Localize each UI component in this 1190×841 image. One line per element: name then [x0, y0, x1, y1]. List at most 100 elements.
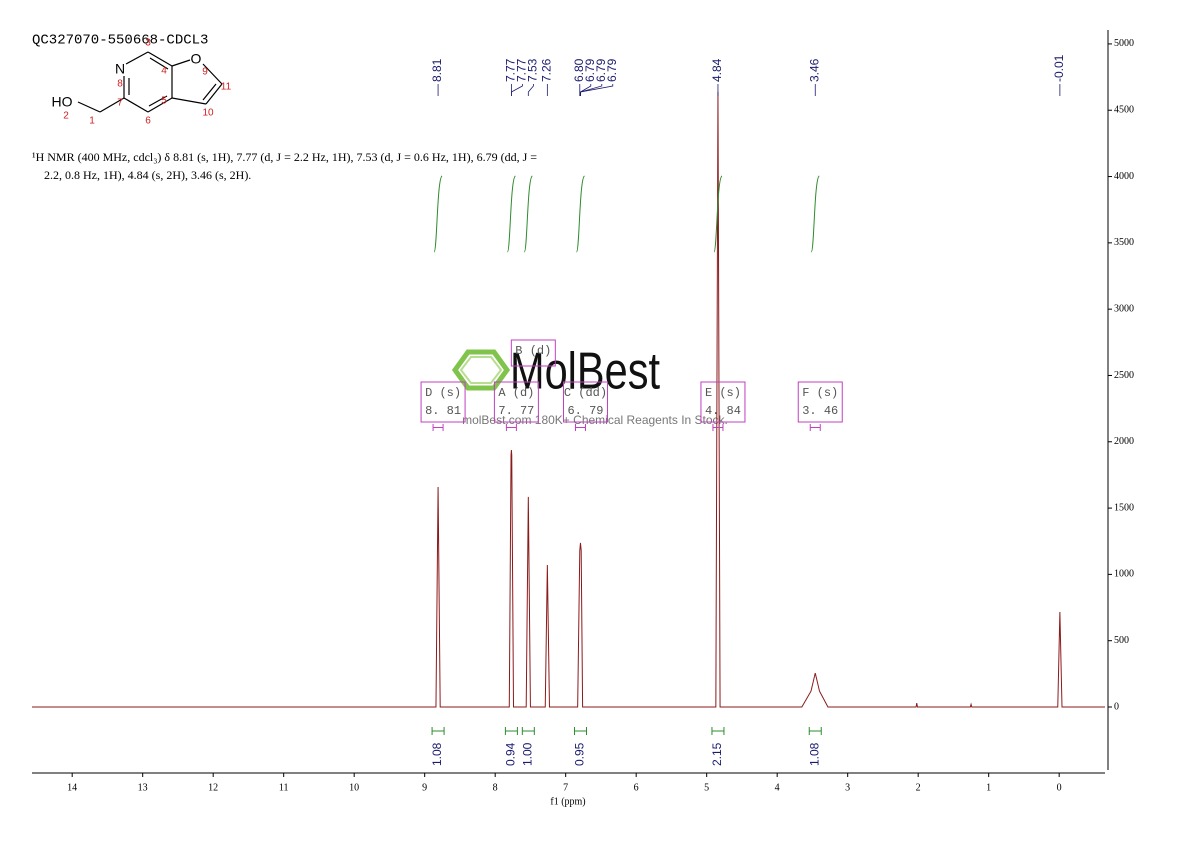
- peak-label: 3.46: [807, 58, 821, 82]
- peak-label: 4.84: [710, 58, 724, 82]
- peak-label: 7.26: [540, 58, 554, 82]
- x-tick-label: 5: [704, 782, 709, 793]
- atom-number: 11: [221, 82, 232, 93]
- bond: [125, 51, 149, 65]
- y-tick-label: 2500: [1114, 370, 1134, 381]
- multiplet-range: [505, 424, 517, 431]
- peak-connector: [580, 84, 614, 96]
- x-tick-label: 7: [563, 782, 568, 793]
- atom-number: 5: [161, 96, 167, 107]
- atom-number: 9: [202, 67, 208, 78]
- multiplet-label: C (dd): [564, 386, 607, 400]
- integral-curve: [810, 175, 820, 253]
- integral-label: 1.00: [520, 742, 534, 766]
- peak-label: 7.77: [515, 58, 529, 82]
- multiplet-range: [809, 424, 821, 431]
- multiplet-label: F (s): [802, 386, 838, 400]
- atom-number: 8: [117, 79, 123, 90]
- description: ¹H NMR (400 MHz, cdcl₃) δ 8.81 (s, 1H), …: [32, 150, 537, 164]
- multiplet-label: B (d): [515, 344, 551, 358]
- integral-bracket: [711, 727, 725, 735]
- integral-label: 2.15: [710, 742, 724, 766]
- bond: [202, 83, 217, 101]
- multiplet-shift: 3. 46: [802, 404, 838, 418]
- integral-label: 0.94: [504, 742, 518, 766]
- integral-bracket: [504, 727, 518, 735]
- chart-title: QC327070-550668-CDCL3: [32, 33, 208, 49]
- watermark-icon: [459, 356, 503, 384]
- atom-label: O: [191, 51, 202, 67]
- peak-label: 8.81: [430, 58, 444, 82]
- peak-connector: [510, 84, 523, 96]
- x-tick-label: 6: [634, 782, 639, 793]
- y-tick-label: 1000: [1114, 569, 1134, 580]
- multiplet-range: [432, 424, 444, 431]
- y-tick-label: 0: [1114, 701, 1119, 712]
- atom-number: 2: [63, 111, 69, 122]
- multiplet-label: D (s): [425, 386, 461, 400]
- watermark-subtitle: molBest.com 180K+ Chemical Reagents In S…: [462, 413, 728, 427]
- multiplet-box: [797, 381, 843, 423]
- peak-label: 7.53: [526, 58, 540, 82]
- atom-number: 10: [202, 108, 214, 119]
- x-tick-label: 9: [422, 782, 427, 793]
- peak-label: 6.79: [605, 58, 619, 82]
- bond: [171, 97, 207, 105]
- x-tick-label: 1: [986, 782, 991, 793]
- y-tick-label: 2000: [1114, 436, 1134, 447]
- atom-number: 3: [145, 38, 151, 49]
- atom-number: 4: [161, 66, 167, 77]
- multiplet-shift: 4. 84: [705, 404, 741, 418]
- y-tick-label: 3000: [1114, 303, 1134, 314]
- multiplet-box: [562, 381, 608, 423]
- integral-curve: [523, 175, 533, 253]
- peak-label: 6.79: [594, 58, 608, 82]
- atom-label: HO: [52, 94, 73, 110]
- peak-label: 6.79: [583, 58, 597, 82]
- y-tick-label: 3500: [1114, 237, 1134, 248]
- y-tick-label: 5000: [1114, 38, 1134, 49]
- description: 2.2, 0.8 Hz, 1H), 4.84 (s, 2H), 3.46 (s,…: [44, 168, 251, 182]
- bond: [77, 101, 101, 113]
- x-tick-label: 11: [279, 782, 289, 793]
- integral-curve: [433, 175, 443, 253]
- x-tick-label: 13: [138, 782, 148, 793]
- x-tick-label: 2: [916, 782, 921, 793]
- bond: [148, 95, 168, 107]
- multiplet-box: [493, 381, 539, 423]
- peak-label: 6.80: [572, 58, 586, 82]
- multiplet-label: E (s): [705, 386, 741, 400]
- y-tick-label: 1500: [1114, 502, 1134, 513]
- bond: [202, 63, 223, 85]
- peak-label: 7.77: [504, 58, 518, 82]
- multiplet-range: [712, 424, 724, 431]
- x-tick-label: 14: [67, 782, 77, 793]
- multiplet-box: [420, 381, 466, 423]
- watermark-text: MolBest: [510, 343, 660, 401]
- multiplet-box: [700, 381, 746, 423]
- x-tick-label: 3: [845, 782, 850, 793]
- x-tick-label: 4: [775, 782, 780, 793]
- multiplet-shift: 8. 81: [425, 404, 461, 418]
- structure: [77, 51, 223, 113]
- x-tick-label: 8: [493, 782, 498, 793]
- x-axis-label: f1 (ppm): [550, 796, 585, 807]
- y-tick-label: 500: [1114, 635, 1129, 646]
- integral-curve: [506, 175, 516, 253]
- multiplet-shift: 6. 79: [567, 404, 603, 418]
- bond: [147, 97, 173, 113]
- y-tick-label: 4500: [1114, 105, 1134, 116]
- multiplet-label: A (d): [498, 386, 534, 400]
- bond: [99, 97, 125, 113]
- atom-number: 6: [145, 116, 151, 127]
- integral-label: 1.08: [430, 742, 444, 766]
- y-tick-label: 4000: [1114, 171, 1134, 182]
- x-tick-label: 0: [1057, 782, 1062, 793]
- bond: [149, 57, 169, 70]
- atom-number: 1: [89, 116, 95, 127]
- peak-label: -0.01: [1052, 54, 1066, 82]
- x-tick-label: 10: [349, 782, 359, 793]
- integral-label: 1.08: [807, 742, 821, 766]
- bond: [147, 51, 173, 67]
- bond: [205, 83, 223, 105]
